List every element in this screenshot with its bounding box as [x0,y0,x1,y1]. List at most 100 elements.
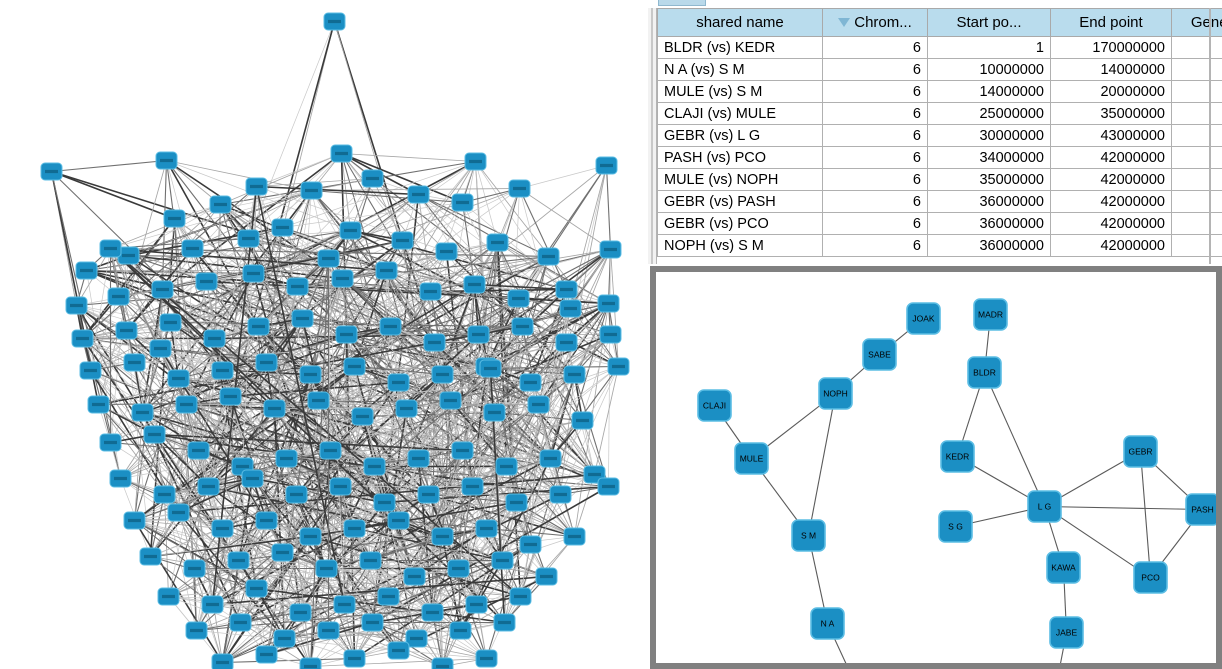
network-edge[interactable] [570,308,619,367]
network-edge[interactable] [166,160,254,274]
network-node[interactable] [242,264,265,283]
network-edge[interactable] [284,560,371,639]
network-node[interactable] [555,333,578,352]
network-node[interactable] [229,613,252,632]
network-node[interactable] [555,280,578,299]
network-node[interactable] [263,399,286,418]
network-edge[interactable] [222,612,301,663]
network-edge[interactable] [142,370,223,413]
network-edge[interactable] [153,433,210,488]
network-edge[interactable] [475,161,571,309]
network-node[interactable] [449,621,472,640]
network-edge[interactable] [490,365,619,370]
network-node[interactable] [461,477,484,496]
network-edge[interactable] [374,412,495,467]
network-edge[interactable] [326,560,503,569]
network-node[interactable] [197,477,220,496]
network-node[interactable] [237,229,260,248]
network-node[interactable] [255,511,278,530]
network-node[interactable] [493,613,516,632]
network-edge[interactable] [310,374,507,467]
network-node[interactable] [563,365,586,384]
table-row[interactable]: GEBR (vs) PCO636000000420000008.4 [657,212,1222,235]
network-edge[interactable] [221,560,240,663]
network-node[interactable] [417,485,440,504]
network-edge[interactable] [222,370,463,451]
network-edge[interactable] [390,326,399,383]
network-edge[interactable] [350,229,567,291]
network-edge[interactable] [506,249,611,467]
main-network-graph[interactable] [0,0,646,669]
network-edge[interactable] [520,536,575,597]
table-header-endpoint[interactable]: End point [1050,8,1172,37]
network-edge[interactable] [110,248,311,667]
network-node[interactable] [387,511,410,530]
table-row[interactable]: MULE (vs) S M614000000200000007.5 [657,80,1222,103]
network-edge[interactable] [430,256,549,292]
network-edge[interactable] [341,153,476,162]
network-edge[interactable] [472,308,571,487]
network-node[interactable] [203,329,226,348]
network-edge[interactable] [406,368,491,409]
network-edge[interactable] [90,248,111,371]
network-node[interactable] [167,369,190,388]
network-node[interactable]: N A [810,607,845,640]
network-node[interactable] [115,321,138,340]
network-edge[interactable] [110,248,391,327]
network-edge[interactable] [489,368,532,545]
network-node[interactable] [286,277,309,296]
network-node[interactable] [219,387,242,406]
network-edge[interactable] [476,528,487,605]
network-node[interactable] [317,249,340,268]
network-node[interactable] [549,485,572,504]
network-node[interactable] [289,603,312,622]
network-edge[interactable] [266,362,399,383]
network-edge[interactable] [442,342,567,375]
network-edge[interactable] [168,576,415,597]
network-node[interactable] [153,485,176,504]
network-node[interactable] [607,357,630,376]
network-node[interactable] [519,535,542,554]
network-edge[interactable] [449,399,508,468]
network-node[interactable] [595,156,618,175]
network-edge[interactable] [134,520,239,561]
network-edge[interactable] [238,494,429,561]
network-edge[interactable] [238,486,341,561]
network-node[interactable] [155,151,178,170]
network-node[interactable] [467,325,490,344]
network-edge[interactable] [390,325,479,336]
network-node[interactable]: JABE [1049,616,1084,649]
network-node[interactable] [331,269,354,288]
network-edge[interactable] [328,258,345,605]
network-node[interactable] [387,641,410,660]
network-edge[interactable] [354,527,503,562]
network-edge[interactable] [434,284,475,343]
network-node[interactable] [247,317,270,336]
network-edge[interactable] [354,560,371,659]
network-edge[interactable] [310,308,571,537]
network-edge[interactable] [178,318,303,379]
network-node[interactable] [211,653,234,669]
network-node[interactable] [391,231,414,250]
network-node[interactable] [387,373,410,392]
network-edge[interactable] [296,458,419,495]
network-node[interactable] [330,144,353,163]
network-edge[interactable] [490,302,609,370]
network-edge[interactable] [134,520,223,529]
network-edge[interactable] [222,494,297,529]
network-edge[interactable] [214,188,520,339]
network-edge[interactable] [519,165,607,189]
network-node[interactable] [315,559,338,578]
network-node[interactable]: L G [1027,490,1062,523]
network-edge[interactable] [398,650,487,659]
network-edge[interactable] [485,298,520,367]
network-edge[interactable] [110,248,161,349]
network-node[interactable] [537,247,560,266]
network-node[interactable]: PASH [1185,493,1216,526]
network-edge[interactable] [154,434,165,495]
network-edge[interactable] [474,283,567,291]
network-edge[interactable] [406,408,495,413]
network-node[interactable] [107,287,130,306]
network-edge[interactable] [330,450,517,503]
network-node[interactable] [599,325,622,344]
